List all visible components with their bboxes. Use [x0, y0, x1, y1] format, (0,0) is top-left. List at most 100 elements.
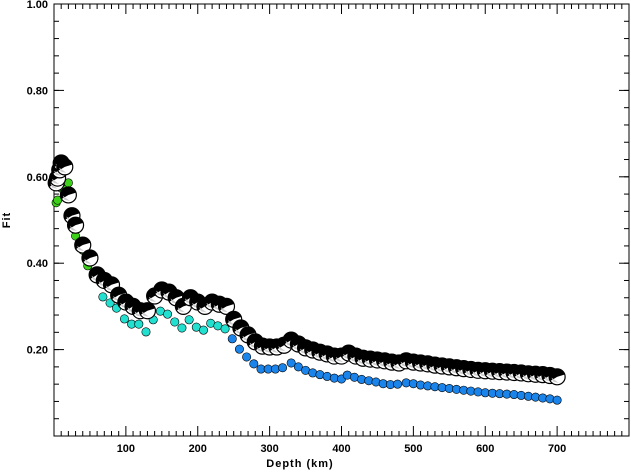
dot-point	[227, 334, 237, 344]
dot-point	[234, 344, 244, 354]
dot-point	[220, 324, 230, 334]
beachball-shade	[249, 342, 257, 348]
x-axis: 100 200 300 400 500 600 700	[60, 4, 623, 455]
dot-point	[242, 352, 252, 362]
beachball-shade	[458, 369, 466, 375]
beachball-shade	[51, 178, 60, 185]
beachball-shade	[515, 373, 523, 379]
beachball-compression-quadrant	[218, 298, 235, 311]
dot-point	[184, 315, 194, 325]
beachball-point	[110, 286, 128, 304]
y-tick-label: 0.20	[27, 345, 48, 357]
x-tick-label: 500	[404, 443, 422, 455]
beachball-compression-quadrant	[63, 207, 80, 220]
dot-point	[286, 358, 296, 368]
beachball-shade	[271, 347, 279, 354]
beachball-compression-quadrant	[125, 298, 141, 311]
beachball-shade	[113, 295, 121, 302]
beachball-compression-quadrant	[225, 311, 242, 324]
beachball-compression-quadrant	[240, 326, 256, 340]
beachball-point	[59, 186, 77, 204]
beachball-shade	[105, 285, 114, 291]
dot-point	[393, 379, 403, 389]
dot-point	[177, 323, 187, 333]
beachball-shade	[256, 346, 265, 353]
dot-point	[134, 319, 144, 329]
beachball-shade	[551, 377, 559, 383]
beachball-shade	[77, 245, 85, 252]
beachball-compression-quadrant	[182, 289, 199, 302]
beachball-shade	[429, 365, 437, 372]
beachball-shade	[50, 183, 58, 189]
beachball-compression-quadrant	[89, 266, 105, 279]
beachball-point	[81, 249, 99, 267]
dot-point	[163, 309, 173, 319]
beachball-shade	[264, 347, 272, 354]
y-axis: 0.20 0.40 0.60 0.80 1.00	[27, 0, 629, 420]
beachball-compression-quadrant	[290, 335, 307, 349]
beachball-compression-quadrant	[340, 345, 357, 358]
beachball-shade	[98, 281, 106, 287]
beachball-compression-quadrant	[60, 186, 77, 200]
beachball-series	[47, 154, 566, 386]
beachball-shade	[59, 167, 67, 173]
beachball-compression-quadrant	[74, 237, 91, 250]
beachball-compression-quadrant	[67, 217, 84, 230]
beachball-shade	[335, 356, 344, 363]
x-tick-label: 300	[260, 443, 278, 455]
beachball-point	[74, 236, 92, 254]
dot-point	[98, 292, 108, 302]
y-tick-label: 0.80	[27, 85, 48, 97]
beachball-shade	[134, 311, 142, 317]
x-tick-label: 600	[476, 443, 494, 455]
dot-point	[249, 359, 259, 369]
beachball-shade	[62, 195, 70, 201]
y-axis-label: Fit	[1, 212, 13, 228]
beachball-point	[217, 297, 236, 315]
beachball-shade	[508, 373, 516, 379]
beachball-shade	[84, 258, 92, 265]
beachball-point	[56, 158, 74, 176]
x-tick-label: 100	[117, 443, 135, 455]
beachball-compression-quadrant	[168, 289, 184, 302]
beachball-compression-quadrant	[81, 250, 98, 263]
beachball-shade	[328, 356, 336, 363]
beachball-compression-quadrant	[56, 158, 73, 171]
beachball-compression-quadrant	[160, 284, 177, 297]
beachball-compression-quadrant	[232, 320, 249, 333]
beachball-shade	[379, 361, 387, 367]
beachball-compression-quadrant	[247, 333, 263, 346]
beachball-shade	[220, 307, 229, 313]
beachball-shade	[54, 170, 62, 176]
beachball-shade	[278, 346, 286, 352]
beachball-shade	[400, 361, 408, 367]
beachball-shade	[393, 363, 401, 369]
y-tick-label: 0.40	[27, 258, 48, 270]
y-tick-label: 0.60	[27, 172, 48, 184]
beachball-compression-quadrant	[283, 332, 299, 345]
x-tick-label: 400	[332, 443, 350, 455]
x-axis-label: Depth (km)	[266, 458, 333, 470]
beachball-compression-quadrant	[189, 294, 206, 307]
beachball-shade	[69, 225, 78, 232]
dot-point	[293, 362, 303, 372]
dot-point	[199, 325, 209, 335]
beachball-compression-quadrant	[139, 302, 156, 315]
beachball-shade	[141, 311, 150, 317]
beachball-compression-quadrant	[96, 272, 112, 285]
beachball-shade	[307, 350, 315, 357]
beachball-point	[138, 302, 157, 320]
beachball-shade	[199, 307, 207, 313]
dot-point	[170, 317, 180, 327]
beachball-point	[548, 368, 566, 386]
beachball-compression-quadrant	[117, 294, 134, 307]
beachball-shade	[149, 296, 157, 303]
x-tick-label: 700	[548, 443, 566, 455]
beachball-shade	[321, 354, 329, 360]
beachball-shade	[66, 216, 74, 222]
beachball-compression-quadrant	[103, 276, 120, 289]
dot-point	[278, 363, 288, 373]
y-tick-label: 1.00	[27, 0, 48, 11]
